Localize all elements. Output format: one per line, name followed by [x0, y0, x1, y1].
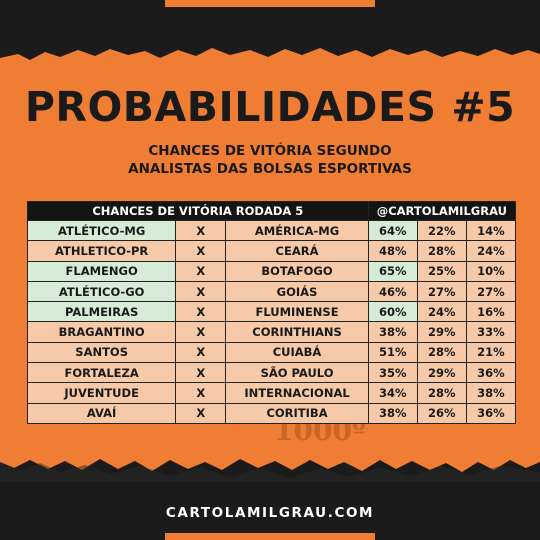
table-row: BRAGANTINO X CORINTHIANS 38% 29% 33% [26, 321, 517, 343]
page-title: PROBABILIDADES #5 [24, 83, 516, 131]
away-win-pct-cell: 24% [465, 240, 517, 262]
versus-cell: X [175, 301, 227, 323]
away-win-pct-cell: 36% [465, 362, 517, 384]
home-team-cell: BRAGANTINO [26, 321, 177, 343]
table-body: ATLÉTICO-MG X AMÉRICA-MG 64% 22% 14% ATHLETICO… [26, 219, 517, 424]
home-team-cell: FORTALEZA [26, 362, 177, 384]
footer-url: CARTOLAMILGRAU.COM [165, 505, 375, 521]
home-team-cell: JUVENTUDE [26, 382, 177, 404]
subtitle-line-1: CHANCES DE VITÓRIA SEGUNDO [148, 143, 392, 159]
versus-cell: X [175, 219, 227, 242]
versus-cell: X [175, 321, 227, 343]
home-win-pct-cell: 35% [367, 362, 418, 384]
draw-pct-cell: 25% [416, 260, 467, 282]
home-team-cell: PALMEIRAS [26, 301, 177, 323]
home-team-cell: ATHLETICO-PR [26, 240, 177, 262]
away-win-pct-cell: 14% [465, 219, 517, 242]
table-row: AVAÍ X CORITIBA 38% 26% 36% [26, 402, 517, 424]
away-team-cell: BOTAFOGO [225, 260, 369, 282]
probabilities-table: CHANCES DE VITÓRIA RODADA 5 @CARTOLAMILG… [26, 201, 517, 424]
away-team-cell: CORITIBA [225, 402, 369, 424]
subtitle-line-2: ANALISTAS DAS BOLSAS ESPORTIVAS [128, 161, 412, 177]
home-win-pct-cell: 48% [367, 240, 418, 262]
home-win-pct-cell: 51% [367, 341, 418, 364]
home-team-cell: ATLÉTICO-GO [26, 280, 177, 303]
header-cell-round: CHANCES DE VITÓRIA RODADA 5 [27, 201, 369, 221]
versus-cell: X [175, 240, 227, 262]
away-team-cell: GOIÁS [225, 280, 369, 303]
draw-pct-cell: 28% [416, 382, 467, 404]
table-row: FLAMENGO X BOTAFOGO 65% 25% 10% [26, 260, 517, 282]
table-row: JUVENTUDE X INTERNACIONAL 34% 28% 38% [26, 382, 517, 404]
top-accent-strip [165, 0, 375, 7]
away-team-cell: AMÉRICA-MG [225, 219, 369, 242]
home-win-pct-cell: 60% [367, 301, 418, 323]
away-win-pct-cell: 33% [465, 321, 517, 343]
draw-pct-cell: 27% [416, 280, 467, 303]
header-cell-handle: @CARTOLAMILGRAU [367, 201, 517, 221]
home-win-pct-cell: 65% [367, 260, 418, 282]
away-win-pct-cell: 16% [465, 301, 517, 323]
table-row: ATLÉTICO-MG X AMÉRICA-MG 64% 22% 14% [26, 219, 517, 242]
versus-cell: X [175, 341, 227, 364]
away-team-cell: CORINTHIANS [225, 321, 369, 343]
away-win-pct-cell: 36% [465, 402, 517, 424]
table-row: ATLÉTICO-GO X GOIÁS 46% 27% 27% [26, 280, 517, 303]
draw-pct-cell: 22% [416, 219, 467, 242]
table-row: FORTALEZA X SÃO PAULO 35% 29% 36% [26, 362, 517, 384]
away-win-pct-cell: 38% [465, 382, 517, 404]
home-team-cell: SANTOS [26, 341, 177, 364]
subtitle: CHANCES DE VITÓRIA SEGUNDO ANALISTAS DAS… [0, 142, 540, 178]
draw-pct-cell: 24% [416, 301, 467, 323]
draw-pct-cell: 29% [416, 321, 467, 343]
home-win-pct-cell: 64% [367, 219, 418, 242]
home-win-pct-cell: 38% [367, 402, 418, 424]
versus-cell: X [175, 280, 227, 303]
table-row: PALMEIRAS X FLUMINENSE 60% 24% 16% [26, 301, 517, 323]
versus-cell: X [175, 382, 227, 404]
versus-cell: X [175, 260, 227, 282]
away-win-pct-cell: 27% [465, 280, 517, 303]
table-row: SANTOS X CUIABÁ 51% 28% 21% [26, 341, 517, 364]
away-team-cell: SÃO PAULO [225, 362, 369, 384]
bottom-accent-strip [165, 533, 375, 540]
away-win-pct-cell: 10% [465, 260, 517, 282]
home-win-pct-cell: 46% [367, 280, 418, 303]
away-team-cell: INTERNACIONAL [225, 382, 369, 404]
home-win-pct-cell: 38% [367, 321, 418, 343]
away-team-cell: CUIABÁ [225, 341, 369, 364]
versus-cell: X [175, 362, 227, 384]
draw-pct-cell: 26% [416, 402, 467, 424]
home-team-cell: ATLÉTICO-MG [26, 219, 177, 242]
away-team-cell: CEARÁ [225, 240, 369, 262]
away-win-pct-cell: 21% [465, 341, 517, 364]
table-header-row: CHANCES DE VITÓRIA RODADA 5 @CARTOLAMILG… [27, 201, 517, 221]
home-team-cell: AVAÍ [26, 402, 177, 424]
draw-pct-cell: 28% [416, 341, 467, 364]
versus-cell: X [175, 402, 227, 424]
away-team-cell: FLUMINENSE [225, 301, 369, 323]
home-team-cell: FLAMENGO [26, 260, 177, 282]
draw-pct-cell: 28% [416, 240, 467, 262]
draw-pct-cell: 29% [416, 362, 467, 384]
home-win-pct-cell: 34% [367, 382, 418, 404]
table-row: ATHLETICO-PR X CEARÁ 48% 28% 24% [26, 240, 517, 262]
